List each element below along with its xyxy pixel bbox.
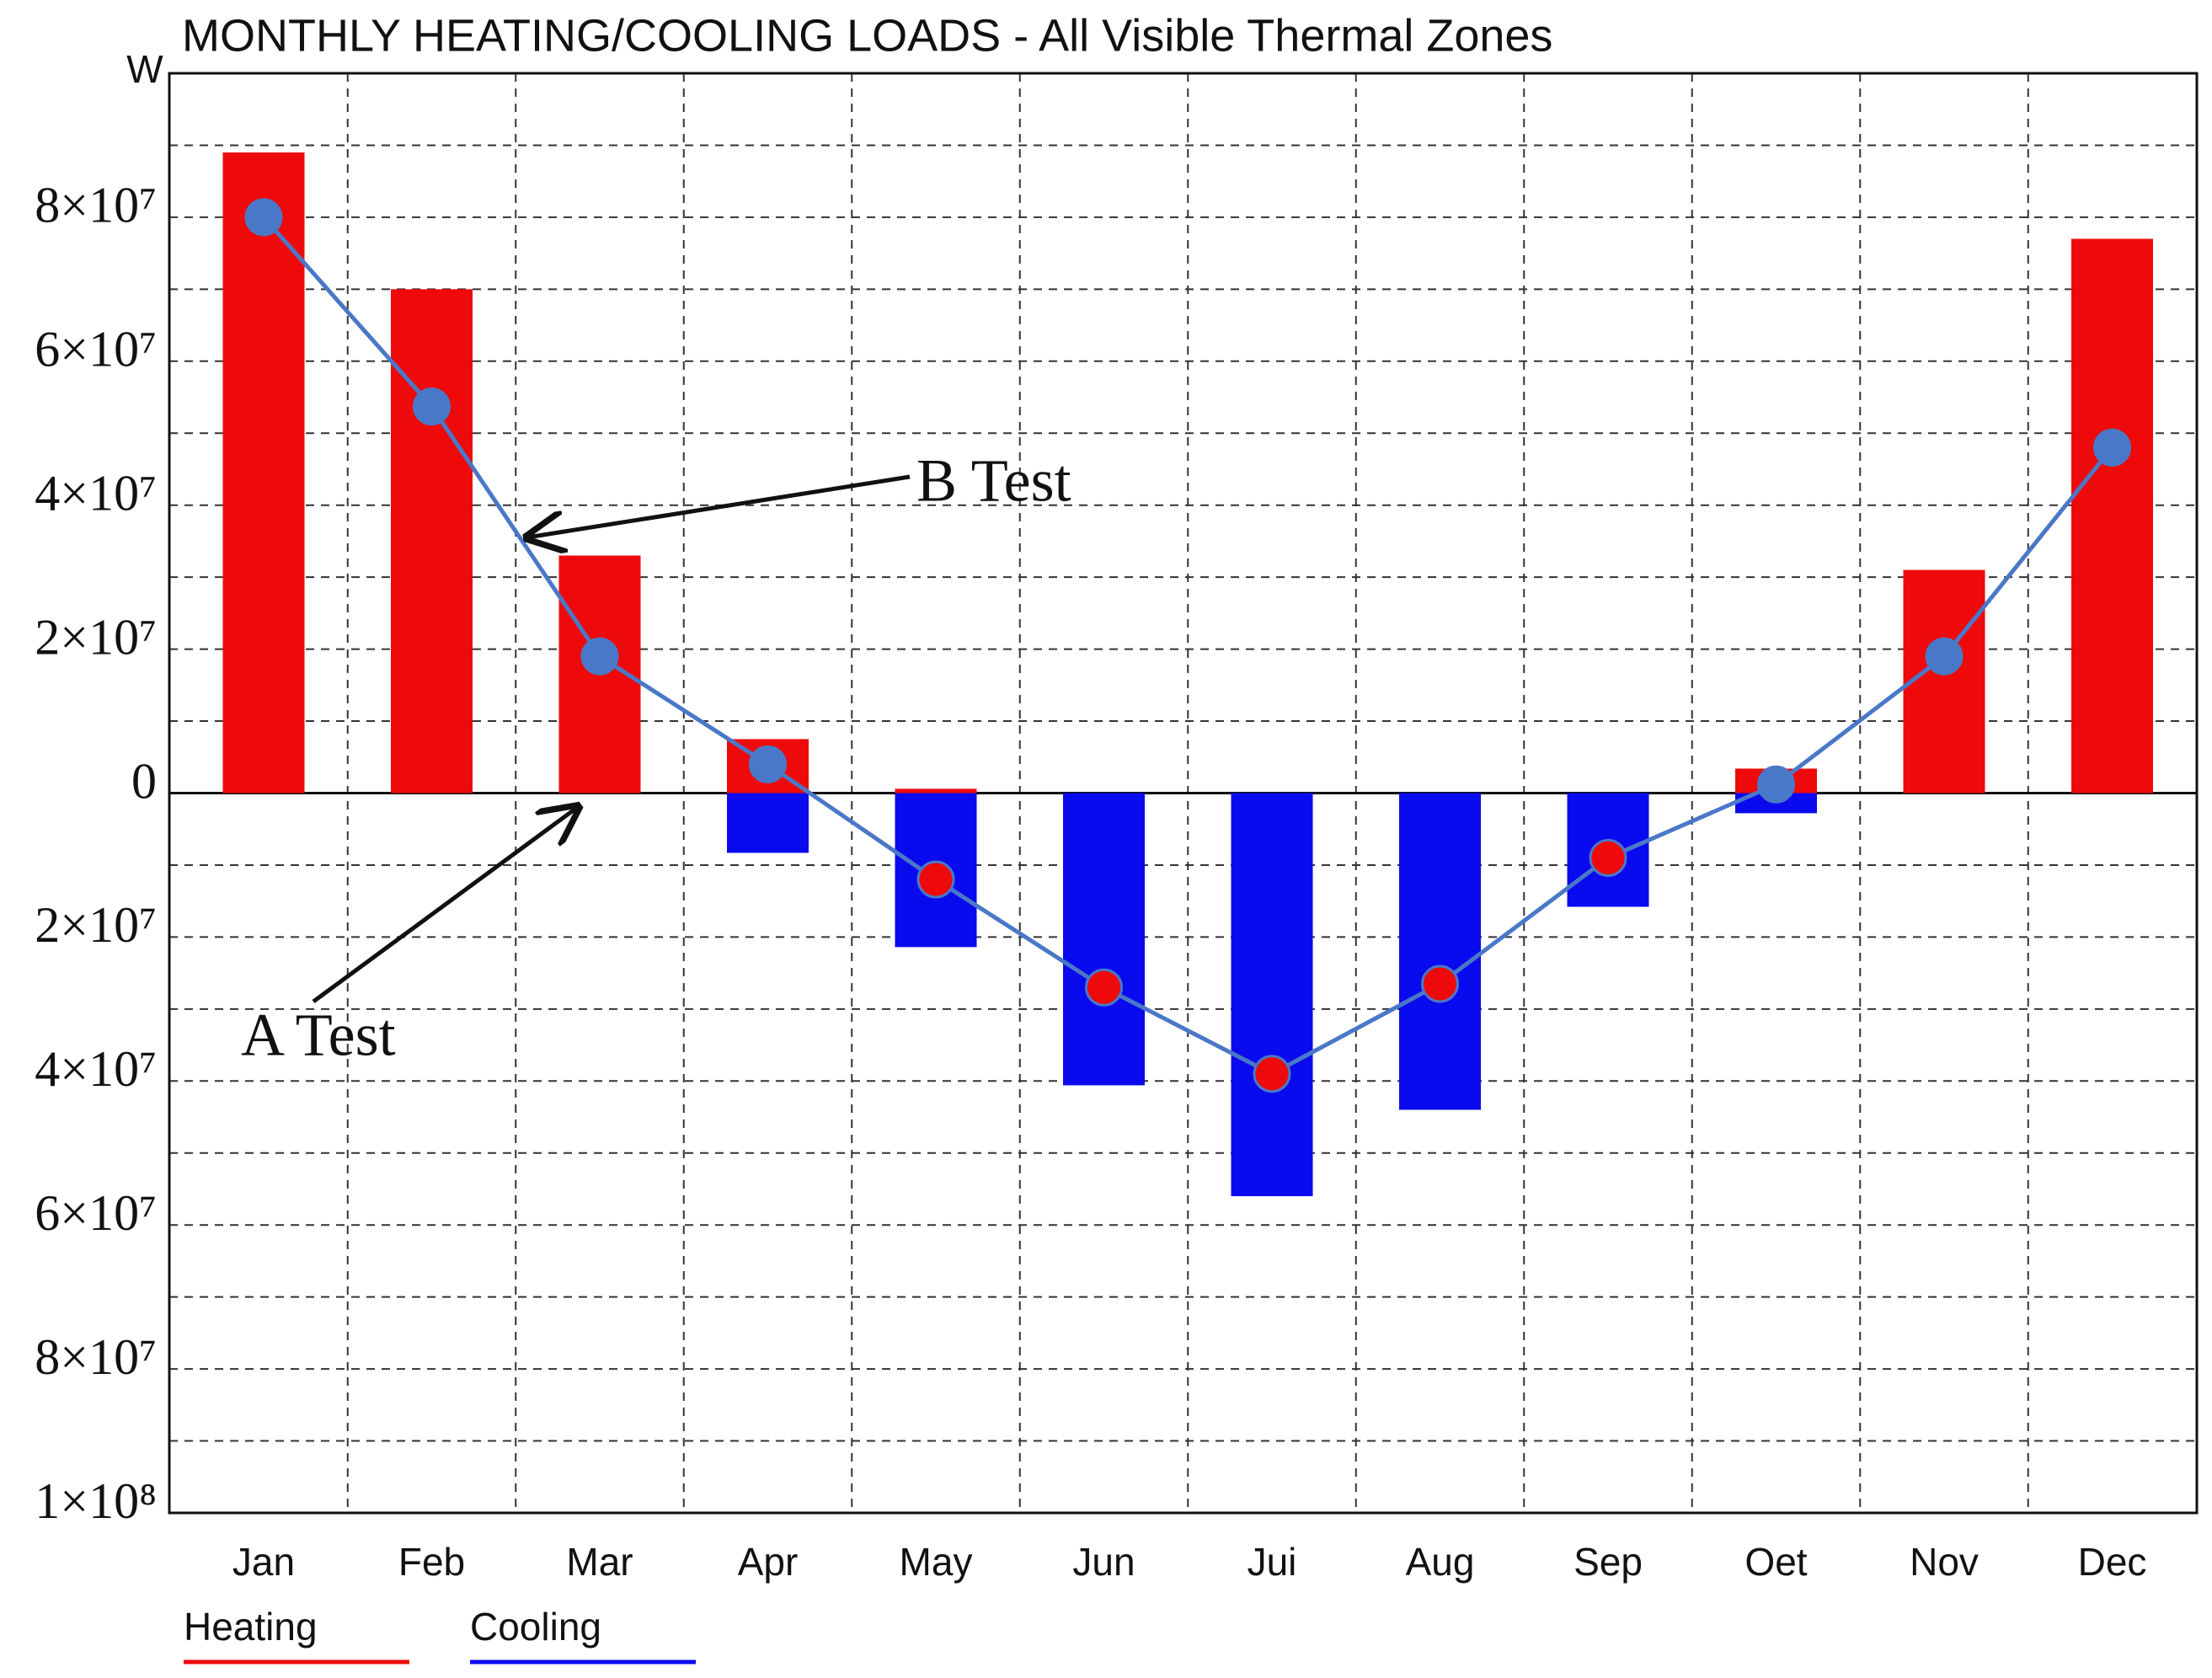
y-tick-label: 6×10⁷ — [35, 1185, 157, 1241]
bar — [1231, 793, 1313, 1197]
line-marker — [2093, 428, 2131, 467]
bar — [1903, 569, 1985, 794]
bar — [391, 289, 473, 794]
x-tick-label: Dec — [2078, 1540, 2147, 1584]
x-tick-label: Jan — [232, 1540, 295, 1584]
y-unit: W — [126, 47, 163, 91]
legend-label: Cooling — [470, 1605, 601, 1649]
line-marker — [244, 198, 283, 237]
y-tick-label: 8×10⁷ — [35, 178, 157, 233]
legend-label: Heating — [184, 1605, 318, 1649]
y-tick-label: 6×10⁷ — [35, 322, 157, 377]
y-tick-label: 4×10⁷ — [35, 1041, 157, 1097]
x-tick-label: Sep — [1574, 1540, 1643, 1584]
y-tick-label: 2×10⁷ — [35, 897, 157, 953]
y-tick-label: 8×10⁷ — [35, 1329, 157, 1385]
line-marker — [413, 387, 451, 426]
line-marker — [1925, 637, 1964, 676]
line — [262, 216, 2114, 1077]
x-tick-label: Apr — [738, 1540, 799, 1584]
bar — [222, 152, 305, 794]
x-tick-label: Aug — [1406, 1540, 1475, 1584]
y-tick-label: 4×10⁷ — [35, 465, 157, 521]
y-tick-label: 2×10⁷ — [35, 609, 157, 665]
x-tick-label: Mar — [566, 1540, 633, 1584]
bar — [2071, 238, 2153, 794]
line-marker — [916, 860, 955, 899]
annotation: B Test — [916, 447, 1071, 515]
x-tick-label: Jun — [1072, 1540, 1135, 1584]
bar — [1063, 793, 1145, 1086]
x-tick-label: Jui — [1248, 1540, 1297, 1584]
line-marker — [1085, 968, 1123, 1007]
line-marker — [1421, 965, 1459, 1003]
bar — [727, 793, 809, 853]
annotation-arrow — [312, 807, 578, 1004]
y-tick-label: 1×10⁸ — [35, 1473, 157, 1529]
plot-frame — [168, 72, 2199, 1515]
line-marker — [749, 745, 787, 783]
line-marker — [1253, 1055, 1291, 1093]
x-tick-label: Oet — [1744, 1540, 1807, 1584]
bar — [1399, 793, 1481, 1110]
chart-title: MONTHLY HEATING/COOLING LOADS - All Visi… — [182, 10, 1552, 61]
line-marker — [580, 637, 619, 676]
y-tick-label: 0 — [131, 753, 157, 809]
line-marker — [1757, 765, 1795, 804]
annotation: A Test — [241, 1002, 396, 1069]
annotation-arrow — [527, 474, 911, 537]
line-marker — [1589, 838, 1627, 877]
x-tick-label: Nov — [1910, 1540, 1979, 1584]
x-tick-label: May — [900, 1540, 973, 1584]
x-tick-label: Feb — [398, 1540, 465, 1584]
bar — [895, 788, 977, 794]
